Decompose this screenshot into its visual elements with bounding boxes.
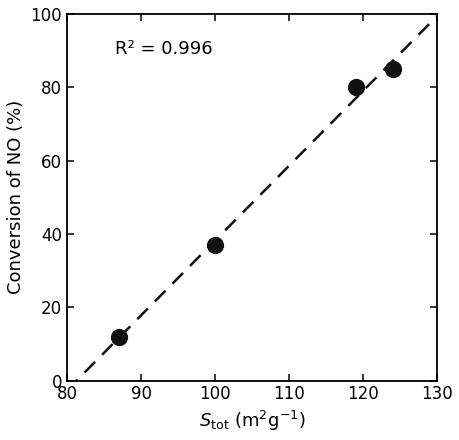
- Text: R² = 0.996: R² = 0.996: [115, 40, 212, 58]
- X-axis label: $\mathit{S}_{\mathrm{tot}}$ (m$^{2}$g$^{-1}$): $\mathit{S}_{\mathrm{tot}}$ (m$^{2}$g$^{…: [198, 409, 305, 433]
- Y-axis label: Conversion of NO (%): Conversion of NO (%): [7, 100, 25, 294]
- Point: [211, 242, 218, 249]
- Point: [351, 84, 358, 91]
- Point: [388, 66, 396, 73]
- Point: [115, 333, 122, 340]
